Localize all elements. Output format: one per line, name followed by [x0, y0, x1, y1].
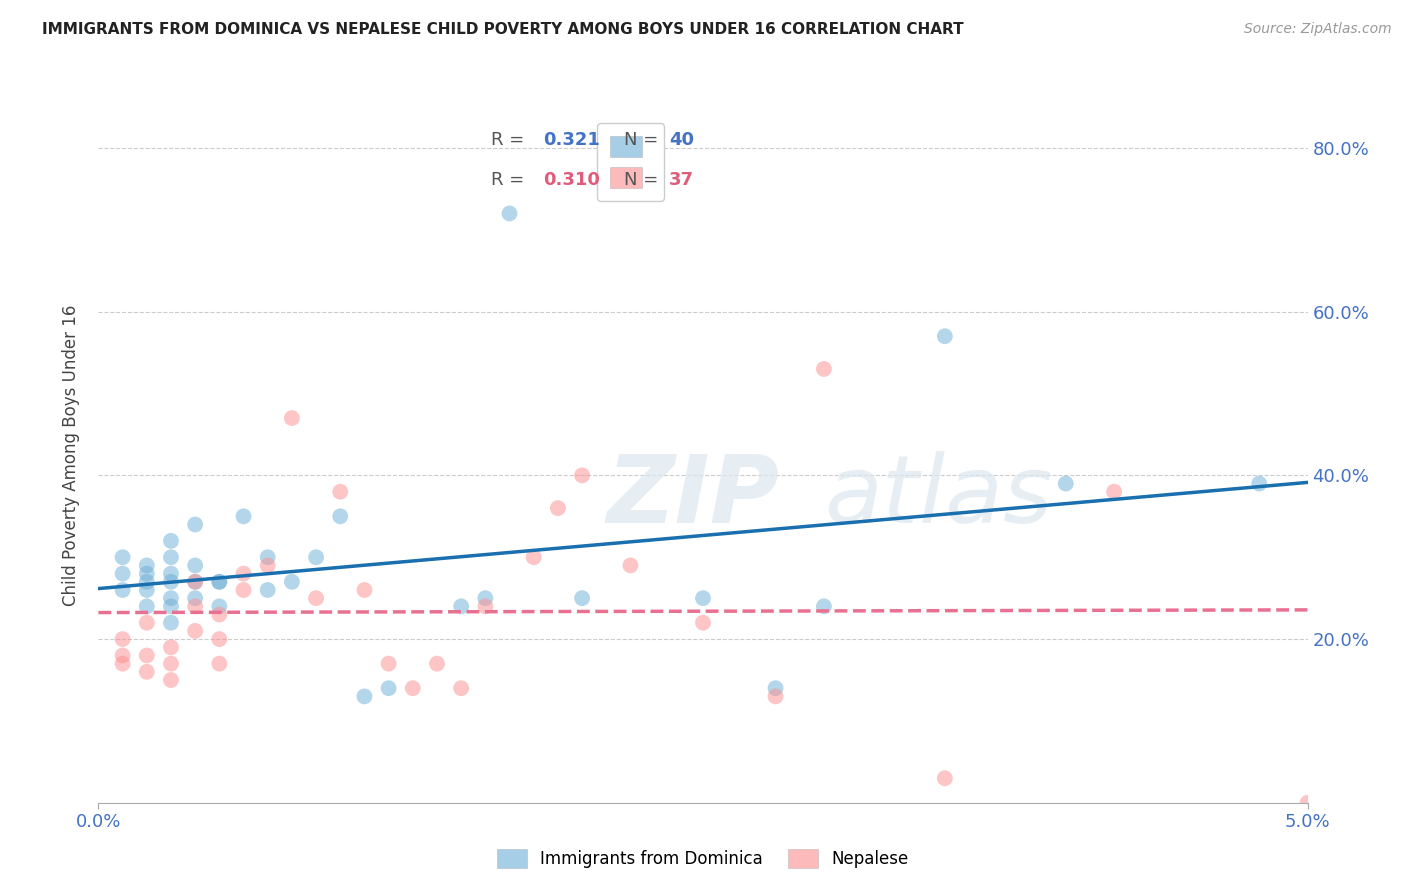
Point	[329, 509, 352, 524]
Text: ZIP: ZIP	[606, 450, 779, 542]
Point	[353, 690, 375, 704]
Point	[135, 566, 157, 581]
Point	[135, 574, 157, 589]
Point	[111, 582, 134, 597]
Point	[571, 591, 593, 606]
Point	[1102, 484, 1125, 499]
Point	[160, 599, 183, 614]
Point	[305, 591, 328, 606]
Point	[208, 657, 231, 671]
Point	[160, 550, 183, 565]
Point	[184, 624, 207, 638]
Point	[184, 591, 207, 606]
Point	[498, 206, 520, 220]
Point	[184, 574, 207, 589]
Point	[111, 632, 134, 646]
Point	[813, 599, 835, 614]
Point	[208, 607, 231, 622]
Point	[184, 599, 207, 614]
Point	[111, 648, 134, 663]
Text: 40: 40	[669, 131, 695, 150]
Point	[232, 509, 254, 524]
Point	[111, 566, 134, 581]
Point	[402, 681, 425, 696]
Text: Source: ZipAtlas.com: Source: ZipAtlas.com	[1244, 22, 1392, 37]
Point	[208, 632, 231, 646]
Point	[813, 362, 835, 376]
Point	[160, 615, 183, 630]
Point	[256, 582, 278, 597]
Legend: Immigrants from Dominica, Nepalese: Immigrants from Dominica, Nepalese	[486, 838, 920, 878]
Point	[135, 615, 157, 630]
Point	[111, 657, 134, 671]
Point	[934, 329, 956, 343]
Point	[160, 566, 183, 581]
Point	[256, 558, 278, 573]
Point	[934, 771, 956, 785]
Text: R =: R =	[492, 171, 524, 189]
Point	[208, 574, 231, 589]
Point	[160, 533, 183, 548]
Point	[281, 574, 304, 589]
Y-axis label: Child Poverty Among Boys Under 16: Child Poverty Among Boys Under 16	[62, 304, 80, 606]
Point	[160, 640, 183, 655]
Point	[765, 681, 787, 696]
Point	[111, 550, 134, 565]
Point	[1249, 476, 1271, 491]
Text: N =: N =	[624, 171, 658, 189]
Point	[256, 550, 278, 565]
Point	[160, 574, 183, 589]
Point	[450, 681, 472, 696]
Point	[1054, 476, 1077, 491]
Point	[450, 599, 472, 614]
Text: atlas: atlas	[824, 451, 1052, 542]
Point	[571, 468, 593, 483]
Point	[208, 599, 231, 614]
Point	[474, 591, 496, 606]
Point	[208, 574, 231, 589]
Point	[305, 550, 328, 565]
Point	[135, 648, 157, 663]
Point	[135, 558, 157, 573]
Point	[135, 599, 157, 614]
Point	[353, 582, 375, 597]
Point	[232, 582, 254, 597]
Text: IMMIGRANTS FROM DOMINICA VS NEPALESE CHILD POVERTY AMONG BOYS UNDER 16 CORRELATI: IMMIGRANTS FROM DOMINICA VS NEPALESE CHI…	[42, 22, 963, 37]
Point	[160, 657, 183, 671]
Point	[426, 657, 449, 671]
Point	[160, 591, 183, 606]
Point	[184, 574, 207, 589]
Point	[523, 550, 546, 565]
Point	[765, 690, 787, 704]
Point	[329, 484, 352, 499]
Point	[135, 665, 157, 679]
Text: 0.321: 0.321	[543, 131, 600, 150]
Point	[184, 558, 207, 573]
Point	[377, 681, 399, 696]
Point	[1296, 796, 1319, 810]
Point	[619, 558, 641, 573]
Point	[232, 566, 254, 581]
Point	[692, 615, 714, 630]
Point	[474, 599, 496, 614]
Point	[547, 501, 569, 516]
Point	[281, 411, 304, 425]
Text: R =: R =	[492, 131, 524, 150]
Point	[377, 657, 399, 671]
Text: 0.310: 0.310	[543, 171, 600, 189]
Text: 37: 37	[669, 171, 695, 189]
Point	[135, 582, 157, 597]
Text: N =: N =	[624, 131, 658, 150]
Point	[184, 517, 207, 532]
Point	[160, 673, 183, 687]
Point	[692, 591, 714, 606]
